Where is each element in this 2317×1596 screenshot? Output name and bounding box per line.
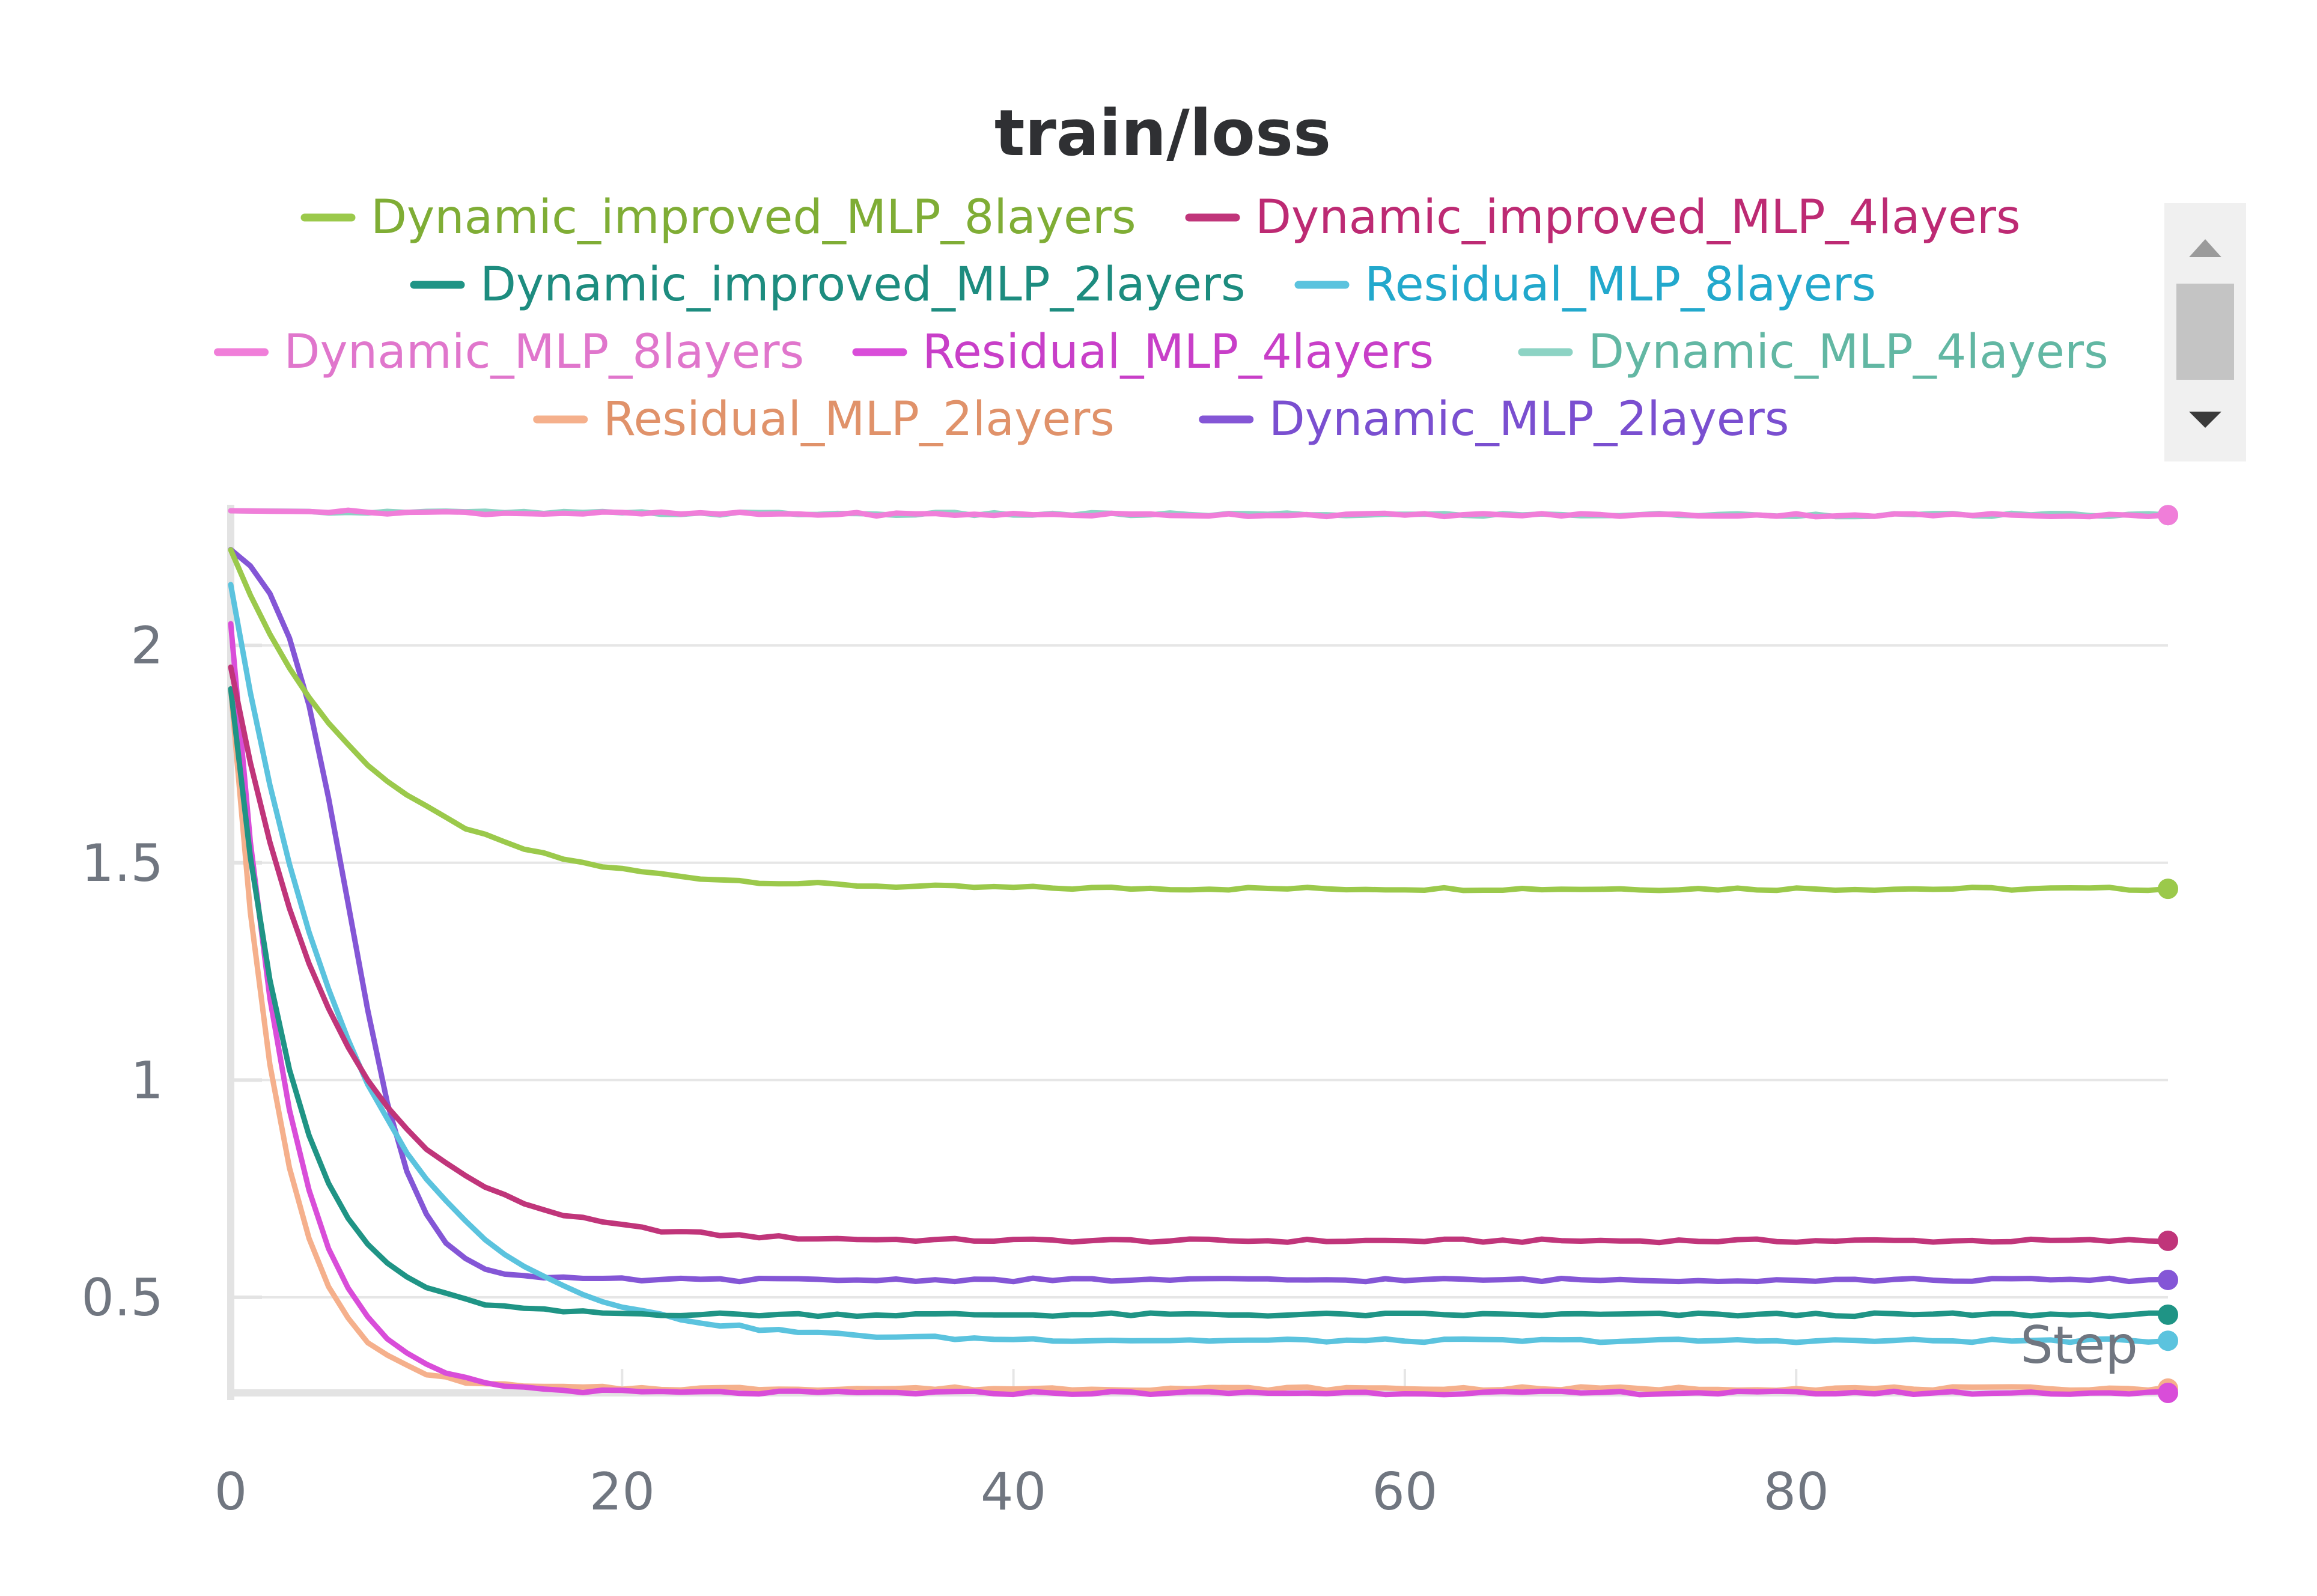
legend-label: Dynamic_improved_MLP_4layers [1255, 190, 2021, 245]
series-line-residual-mlp-4layers [228, 621, 2171, 1398]
grid [231, 644, 2168, 1393]
series-end-marker-residual-mlp-4layers [2158, 1383, 2178, 1403]
legend-item-dynamic-mlp-4layers[interactable]: Dynamic_MLP_4layers [1518, 325, 2108, 379]
legend-label: Dynamic_improved_MLP_2layers [480, 258, 1246, 312]
series-line-residual-mlp-2layers [228, 686, 2171, 1393]
series-end-marker-dynamic-mlp-2layers [2158, 1269, 2178, 1290]
series-end-marker-residual-mlp-8layers [2158, 1330, 2178, 1351]
series-line-dynamic-improved-mlp-4layers [228, 664, 2171, 1246]
series-line-dynamic-mlp-2layers [228, 547, 2171, 1285]
legend-scroll-up-icon[interactable] [2189, 239, 2221, 257]
x-tick-label-2: 40 [981, 1462, 1046, 1522]
legend-label: Residual_MLP_8layers [1365, 258, 1876, 312]
legend-item-dynamic-improved-mlp-4layers[interactable]: Dynamic_improved_MLP_4layers [1185, 190, 2021, 245]
legend-item-residual-mlp-2layers[interactable]: Residual_MLP_2layers [533, 392, 1115, 446]
x-tick-label-1: 20 [589, 1462, 655, 1522]
x-axis-label: Step [2020, 1315, 2138, 1375]
legend-item-residual-mlp-8layers[interactable]: Residual_MLP_8layers [1294, 258, 1876, 312]
legend-scroll-down-icon[interactable] [2189, 412, 2221, 428]
legend-item-dynamic-mlp-2layers[interactable]: Dynamic_MLP_2layers [1199, 392, 1789, 446]
legend-label: Dynamic_improved_MLP_8layers [371, 190, 1136, 245]
legend-item-residual-mlp-4layers[interactable]: Residual_MLP_4layers [852, 325, 1434, 379]
y-tick-label-2: 1.5 [81, 833, 163, 894]
legend-label: Dynamic_MLP_2layers [1269, 392, 1789, 446]
legend-scrollbar[interactable] [2164, 203, 2246, 461]
legend-scroll-thumb[interactable] [2176, 284, 2234, 380]
y-tick-label-3: 2 [130, 616, 163, 676]
legend-item-dynamic-mlp-8layers[interactable]: Dynamic_MLP_8layers [214, 325, 805, 379]
y-tick-label-1: 1 [130, 1050, 163, 1110]
legend-label: Dynamic_MLP_8layers [284, 325, 805, 379]
series-end-marker-dynamic-improved-mlp-2layers [2158, 1304, 2178, 1325]
series-line-dynamic-mlp-8layers [228, 507, 2171, 520]
tick-labels: 0.511.520 20 40 60 80 [81, 616, 1829, 1522]
series-group [228, 505, 2178, 1403]
series-end-marker-dynamic-mlp-8layers [2158, 505, 2178, 526]
x-tick-label-0: 0 [215, 1462, 248, 1522]
y-tick-label-0: 0.5 [81, 1268, 163, 1328]
legend: Dynamic_improved_MLP_8layers Dynamic_impr… [214, 190, 2108, 446]
series-end-marker-dynamic-improved-mlp-4layers [2158, 1230, 2178, 1251]
series-line-residual-mlp-8layers [228, 582, 2171, 1345]
series-end-marker-dynamic-improved-mlp-8layers [2158, 879, 2178, 900]
series-line-dynamic-improved-mlp-8layers [228, 547, 2171, 894]
x-tick-label-4: 80 [1764, 1462, 1829, 1522]
chart-title: train/loss [994, 96, 1331, 170]
legend-label: Residual_MLP_2layers [603, 392, 1115, 446]
legend-item-dynamic-improved-mlp-2layers[interactable]: Dynamic_improved_MLP_2layers [410, 258, 1246, 312]
legend-label: Dynamic_MLP_4layers [1588, 325, 2108, 379]
legend-label: Residual_MLP_4layers [922, 325, 1434, 379]
series-line-dynamic-improved-mlp-2layers [228, 686, 2171, 1320]
x-tick-label-3: 60 [1372, 1462, 1437, 1522]
legend-item-dynamic-improved-mlp-8layers[interactable]: Dynamic_improved_MLP_8layers [300, 190, 1136, 245]
